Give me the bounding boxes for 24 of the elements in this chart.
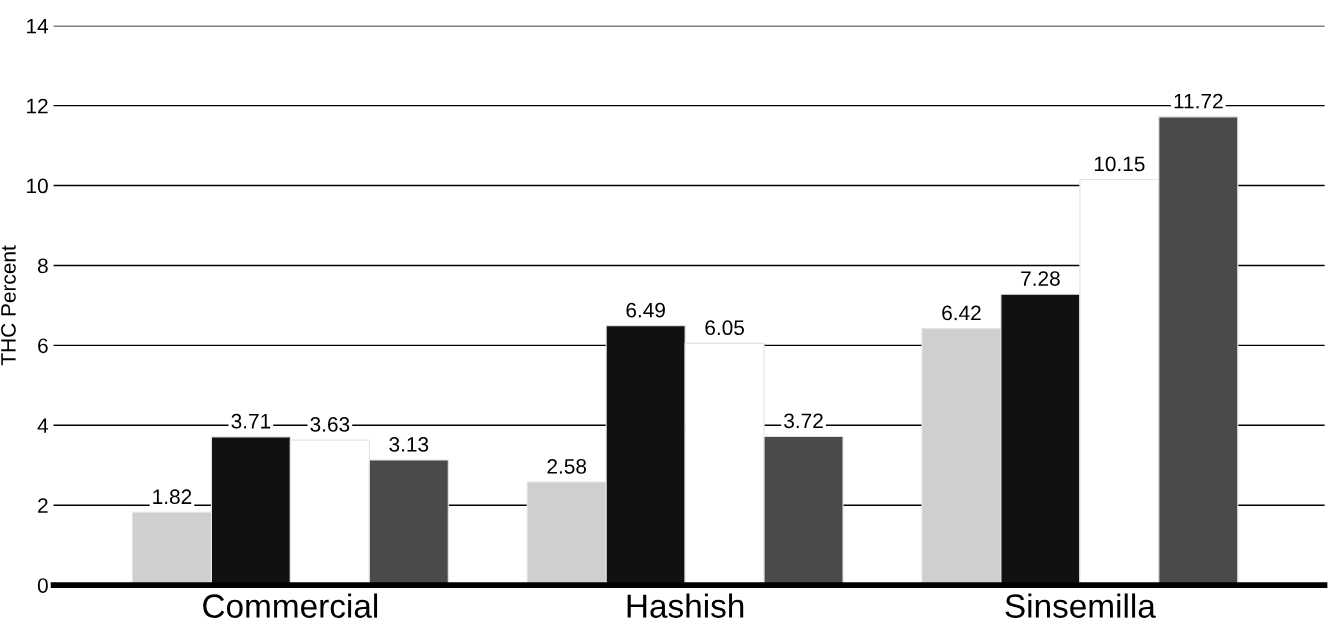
data-label: 2.58 bbox=[547, 459, 587, 474]
data-label: 3.72 bbox=[784, 413, 823, 429]
data-label: 6.05 bbox=[705, 320, 744, 336]
x-tick-label: Commercial bbox=[203, 593, 378, 618]
data-label: 6.49 bbox=[626, 302, 665, 318]
data-label: 10.15 bbox=[1094, 156, 1145, 172]
y-tick-label: 8 bbox=[37, 258, 48, 274]
y-tick-label: 12 bbox=[27, 98, 48, 114]
y-tick-label: 6 bbox=[38, 338, 48, 354]
data-label: 3.63 bbox=[310, 417, 350, 432]
y-tick-label: 4 bbox=[37, 418, 49, 433]
y-tick-label: 0 bbox=[37, 578, 48, 593]
data-label: 11.72 bbox=[1174, 93, 1223, 109]
data-label: 3.13 bbox=[389, 437, 429, 452]
data-label: 7.28 bbox=[1021, 271, 1060, 286]
data-label: 3.71 bbox=[231, 413, 271, 429]
x-tick-label: Sinsemilla bbox=[1005, 593, 1156, 618]
data-label: 6.42 bbox=[942, 305, 981, 321]
y-tick-label: 2 bbox=[38, 498, 48, 513]
y-tick-label: 10 bbox=[27, 178, 48, 194]
y-tick-label: 14 bbox=[27, 18, 49, 34]
y-axis-title: THC Percent bbox=[1, 245, 16, 366]
x-tick-label: Hashish bbox=[627, 593, 744, 618]
data-label: 1.82 bbox=[153, 489, 192, 505]
